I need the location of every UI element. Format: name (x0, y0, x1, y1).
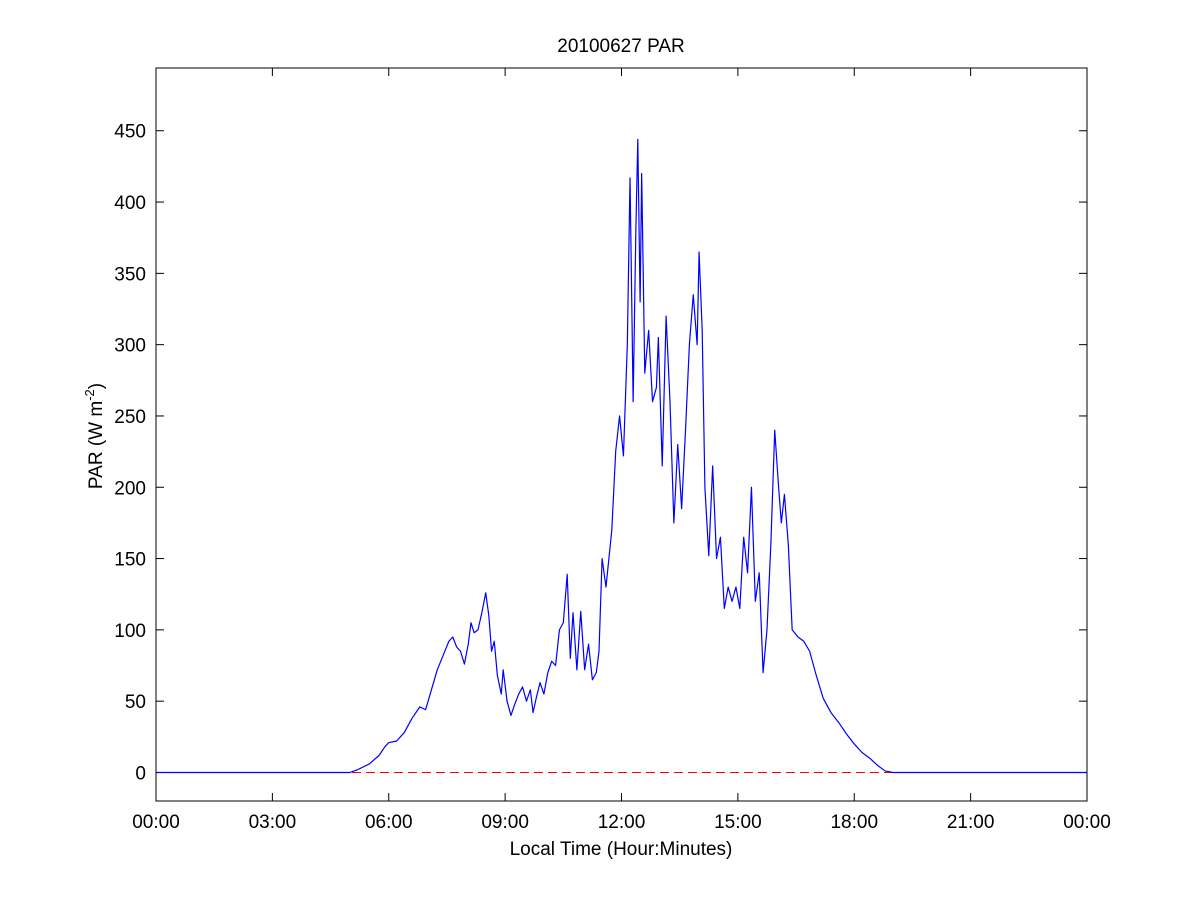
y-tick-label: 150 (114, 550, 146, 571)
y-tick-label: 100 (114, 621, 146, 642)
chart-title: 20100627 PAR (557, 36, 684, 57)
data-line (156, 138, 1087, 774)
y-label-main: PAR (W m (86, 401, 107, 489)
x-tick-label: 00:00 (1063, 812, 1111, 833)
x-tick-label: 21:00 (947, 812, 995, 833)
y-label-sup: -2 (82, 389, 97, 401)
y-tick-label: 350 (114, 264, 146, 285)
plot-frame (155, 67, 1088, 802)
y-tick-label: 50 (125, 692, 146, 713)
y-tick-label: 400 (114, 193, 146, 214)
y-label-tail: ) (86, 383, 107, 389)
y-tick-label: 450 (114, 122, 146, 143)
y-tick-label: 200 (114, 478, 146, 499)
x-axis-label: Local Time (Hour:Minutes) (510, 839, 733, 860)
x-tick-label: 00:00 (132, 812, 180, 833)
y-axis-label: PAR (W m-2) (82, 383, 107, 489)
x-tick-label: 18:00 (830, 812, 878, 833)
y-tick-label: 300 (114, 336, 146, 357)
x-tick-label: 06:00 (365, 812, 413, 833)
x-tick-label: 12:00 (598, 812, 646, 833)
x-tick-label: 09:00 (481, 812, 529, 833)
y-tick-label: 0 (135, 763, 146, 784)
x-tick-label: 15:00 (714, 812, 762, 833)
x-tick-label: 03:00 (249, 812, 297, 833)
y-tick-label: 250 (114, 407, 146, 428)
